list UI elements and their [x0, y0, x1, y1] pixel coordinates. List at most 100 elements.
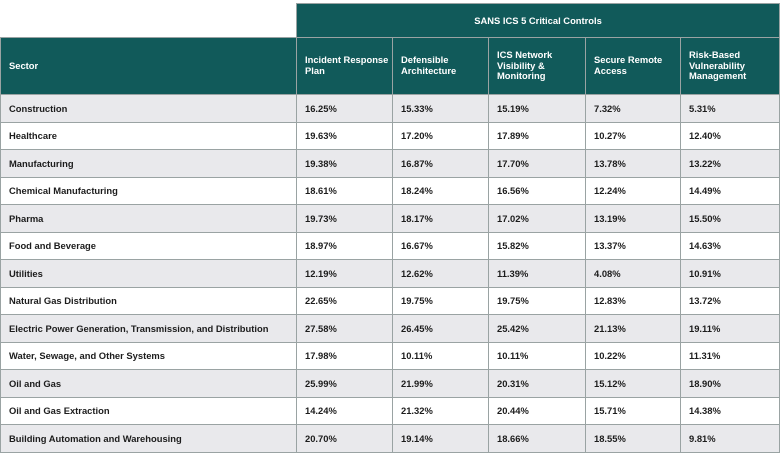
table-row: Chemical Manufacturing 18.61% 18.24% 16.56%… — [0, 176, 781, 205]
percentage-cell: 15.33% — [392, 94, 489, 123]
percentage-cell: 18.66% — [488, 424, 586, 453]
column-header-sector: Sector — [0, 37, 297, 95]
table-row: Utilities 12.19% 12.62% 11.39% 4.08% 10.91% — [0, 259, 781, 288]
sector-cell: Electric Power Generation, Transmission,… — [0, 314, 297, 343]
percentage-cell: 19.63% — [296, 121, 393, 150]
percentage-cell: 15.19% — [488, 94, 586, 123]
percentage-cell: 13.37% — [585, 231, 681, 260]
percentage-cell: 13.19% — [585, 204, 681, 233]
percentage-cell: 9.81% — [679, 424, 781, 453]
percentage-cell: 20.44% — [488, 396, 586, 425]
percentage-cell: 17.70% — [488, 149, 586, 178]
percentage-cell: 14.38% — [679, 396, 781, 425]
percentage-cell: 14.24% — [296, 396, 393, 425]
percentage-cell: 25.42% — [488, 314, 586, 343]
percentage-cell: 17.02% — [488, 204, 586, 233]
percentage-cell: 19.38% — [296, 149, 393, 178]
percentage-cell: 20.31% — [488, 369, 586, 398]
percentage-cell: 17.98% — [296, 341, 393, 370]
sector-cell: Oil and Gas — [0, 369, 297, 398]
table-row: Oil and Gas 25.99% 21.99% 20.31% 15.12% 18.90… — [0, 369, 781, 398]
percentage-cell: 26.45% — [392, 314, 489, 343]
percentage-cell: 10.22% — [585, 341, 681, 370]
percentage-cell: 16.67% — [392, 231, 489, 260]
percentage-cell: 21.32% — [392, 396, 489, 425]
sector-cell: Healthcare — [0, 121, 297, 150]
percentage-cell: 10.27% — [585, 121, 681, 150]
table-row: Pharma 19.73% 18.17% 17.02% 13.19% 15.50% — [0, 204, 781, 233]
percentage-cell: 16.56% — [488, 176, 586, 205]
percentage-cell: 18.90% — [679, 369, 781, 398]
column-header-incident-response-plan: Incident Response Plan — [296, 37, 393, 95]
percentage-cell: 11.31% — [679, 341, 781, 370]
column-header-ics-network-visibility: ICS Network Visibility & Monitoring — [488, 37, 586, 95]
percentage-cell: 12.40% — [679, 121, 781, 150]
percentage-cell: 13.78% — [585, 149, 681, 178]
table-row: Water, Sewage, and Other Systems 17.98% 10… — [0, 341, 781, 370]
percentage-cell: 4.08% — [585, 259, 681, 288]
table-row: Building Automation and Warehousing 20.70… — [0, 424, 781, 453]
sector-cell: Water, Sewage, and Other Systems — [0, 341, 297, 370]
table-row: Manufacturing 19.38% 16.87% 17.70% 13.78% 13.… — [0, 149, 781, 178]
percentage-cell: 17.20% — [392, 121, 489, 150]
percentage-cell: 18.17% — [392, 204, 489, 233]
column-header-risk-based-vulnerability: Risk-Based Vulnerability Management — [679, 37, 781, 95]
percentage-cell: 18.24% — [392, 176, 489, 205]
group-header: SANS ICS 5 Critical Controls — [295, 3, 781, 38]
table-row: Oil and Gas Extraction 14.24% 21.32% 20.44%… — [0, 396, 781, 425]
sector-cell: Building Automation and Warehousing — [0, 424, 297, 453]
percentage-cell: 19.75% — [392, 286, 489, 315]
percentage-cell: 17.89% — [488, 121, 586, 150]
percentage-cell: 10.11% — [488, 341, 586, 370]
percentage-cell: 19.75% — [488, 286, 586, 315]
percentage-cell: 10.11% — [392, 341, 489, 370]
column-header-defensible-architecture: Defensible Architecture — [392, 37, 489, 95]
sector-cell: Food and Beverage — [0, 231, 297, 260]
percentage-cell: 25.99% — [296, 369, 393, 398]
percentage-cell: 20.70% — [296, 424, 393, 453]
sector-cell: Manufacturing — [0, 149, 297, 178]
percentage-cell: 7.32% — [585, 94, 681, 123]
sector-cell: Construction — [0, 94, 297, 123]
percentage-cell: 18.97% — [296, 231, 393, 260]
percentage-cell: 11.39% — [488, 259, 586, 288]
percentage-cell: 13.22% — [679, 149, 781, 178]
percentage-cell: 12.83% — [585, 286, 681, 315]
sector-cell: Chemical Manufacturing — [0, 176, 297, 205]
percentage-cell: 19.14% — [392, 424, 489, 453]
percentage-cell: 12.62% — [392, 259, 489, 288]
percentage-cell: 22.65% — [296, 286, 393, 315]
percentage-cell: 13.72% — [679, 286, 781, 315]
sector-cell: Pharma — [0, 204, 297, 233]
percentage-cell: 18.61% — [296, 176, 393, 205]
table-row: Natural Gas Distribution 22.65% 19.75% 19.7… — [0, 286, 781, 315]
table-body: Construction 16.25% 15.33% 15.19% 7.32% 5.31%… — [0, 94, 781, 453]
percentage-cell: 10.91% — [679, 259, 781, 288]
percentage-cell: 14.49% — [679, 176, 781, 205]
column-header-secure-remote-access: Secure Remote Access — [585, 37, 681, 95]
percentage-cell: 21.13% — [585, 314, 681, 343]
percentage-cell: 12.24% — [585, 176, 681, 205]
percentage-cell: 15.82% — [488, 231, 586, 260]
sector-cell: Utilities — [0, 259, 297, 288]
percentage-cell: 15.12% — [585, 369, 681, 398]
percentage-cell: 15.50% — [679, 204, 781, 233]
percentage-cell: 19.73% — [296, 204, 393, 233]
table-row: Construction 16.25% 15.33% 15.19% 7.32% 5.31% — [0, 94, 781, 123]
percentage-cell: 16.87% — [392, 149, 489, 178]
percentage-cell: 14.63% — [679, 231, 781, 260]
percentage-cell: 16.25% — [296, 94, 393, 123]
table-row: Electric Power Generation, Transmission,… — [0, 314, 781, 343]
header-blank-cell — [0, 3, 297, 38]
table-row: Healthcare 19.63% 17.20% 17.89% 10.27% 12.40% — [0, 121, 781, 150]
sector-cell: Natural Gas Distribution — [0, 286, 297, 315]
controls-table: SANS ICS 5 Critical Controls Sector Inci… — [0, 3, 781, 453]
sector-cell: Oil and Gas Extraction — [0, 396, 297, 425]
percentage-cell: 12.19% — [296, 259, 393, 288]
table-row: Food and Beverage 18.97% 16.67% 15.82% 13.37… — [0, 231, 781, 260]
percentage-cell: 18.55% — [585, 424, 681, 453]
percentage-cell: 21.99% — [392, 369, 489, 398]
percentage-cell: 15.71% — [585, 396, 681, 425]
percentage-cell: 19.11% — [679, 314, 781, 343]
percentage-cell: 5.31% — [679, 94, 781, 123]
